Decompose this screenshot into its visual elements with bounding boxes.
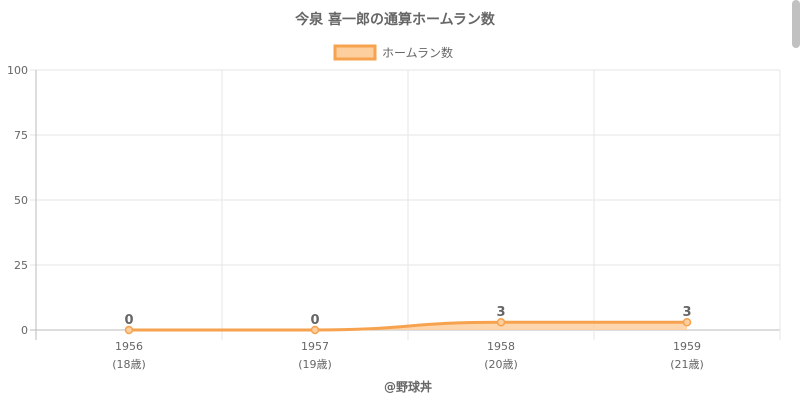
data-label: 0 [310,313,319,328]
y-tick-label: 100 [7,64,28,77]
data-point [496,317,506,327]
data-label: 3 [496,305,505,320]
data-point [682,317,692,327]
x-tick-label: 1958 [487,340,515,353]
data-point [124,325,134,335]
scrollbar[interactable] [792,0,800,48]
data-point [310,325,320,335]
footer-credit: @野球丼 [384,379,432,394]
series-line [129,320,687,332]
data-label: 0 [124,313,133,328]
chart-title: 今泉 喜一郎の通算ホームラン数 [294,11,496,28]
plot-area: 0 25 50 75 100 1956 (18歳) 1957 (19歳) 1958 (20歳) 195… [7,64,781,371]
x-tick-label: 1957 [301,340,329,353]
x-tick-age-label: (20歳) [484,358,518,371]
legend[interactable]: ホームラン数 [333,44,453,61]
x-tick-age-label: (19歳) [298,358,332,371]
x-tick-age-label: (21歳) [670,358,704,371]
y-tick-label: 50 [14,194,28,207]
x-tick-label: 1956 [115,340,143,353]
y-tick-label: 25 [14,259,28,272]
x-tick-age-label: (18歳) [112,358,146,371]
y-tick-label: 0 [21,324,28,337]
legend-label: ホームラン数 [382,45,453,60]
legend-swatch [333,44,377,61]
y-tick-label: 75 [14,129,28,142]
data-label: 3 [682,305,691,320]
x-tick-label: 1959 [673,340,701,353]
